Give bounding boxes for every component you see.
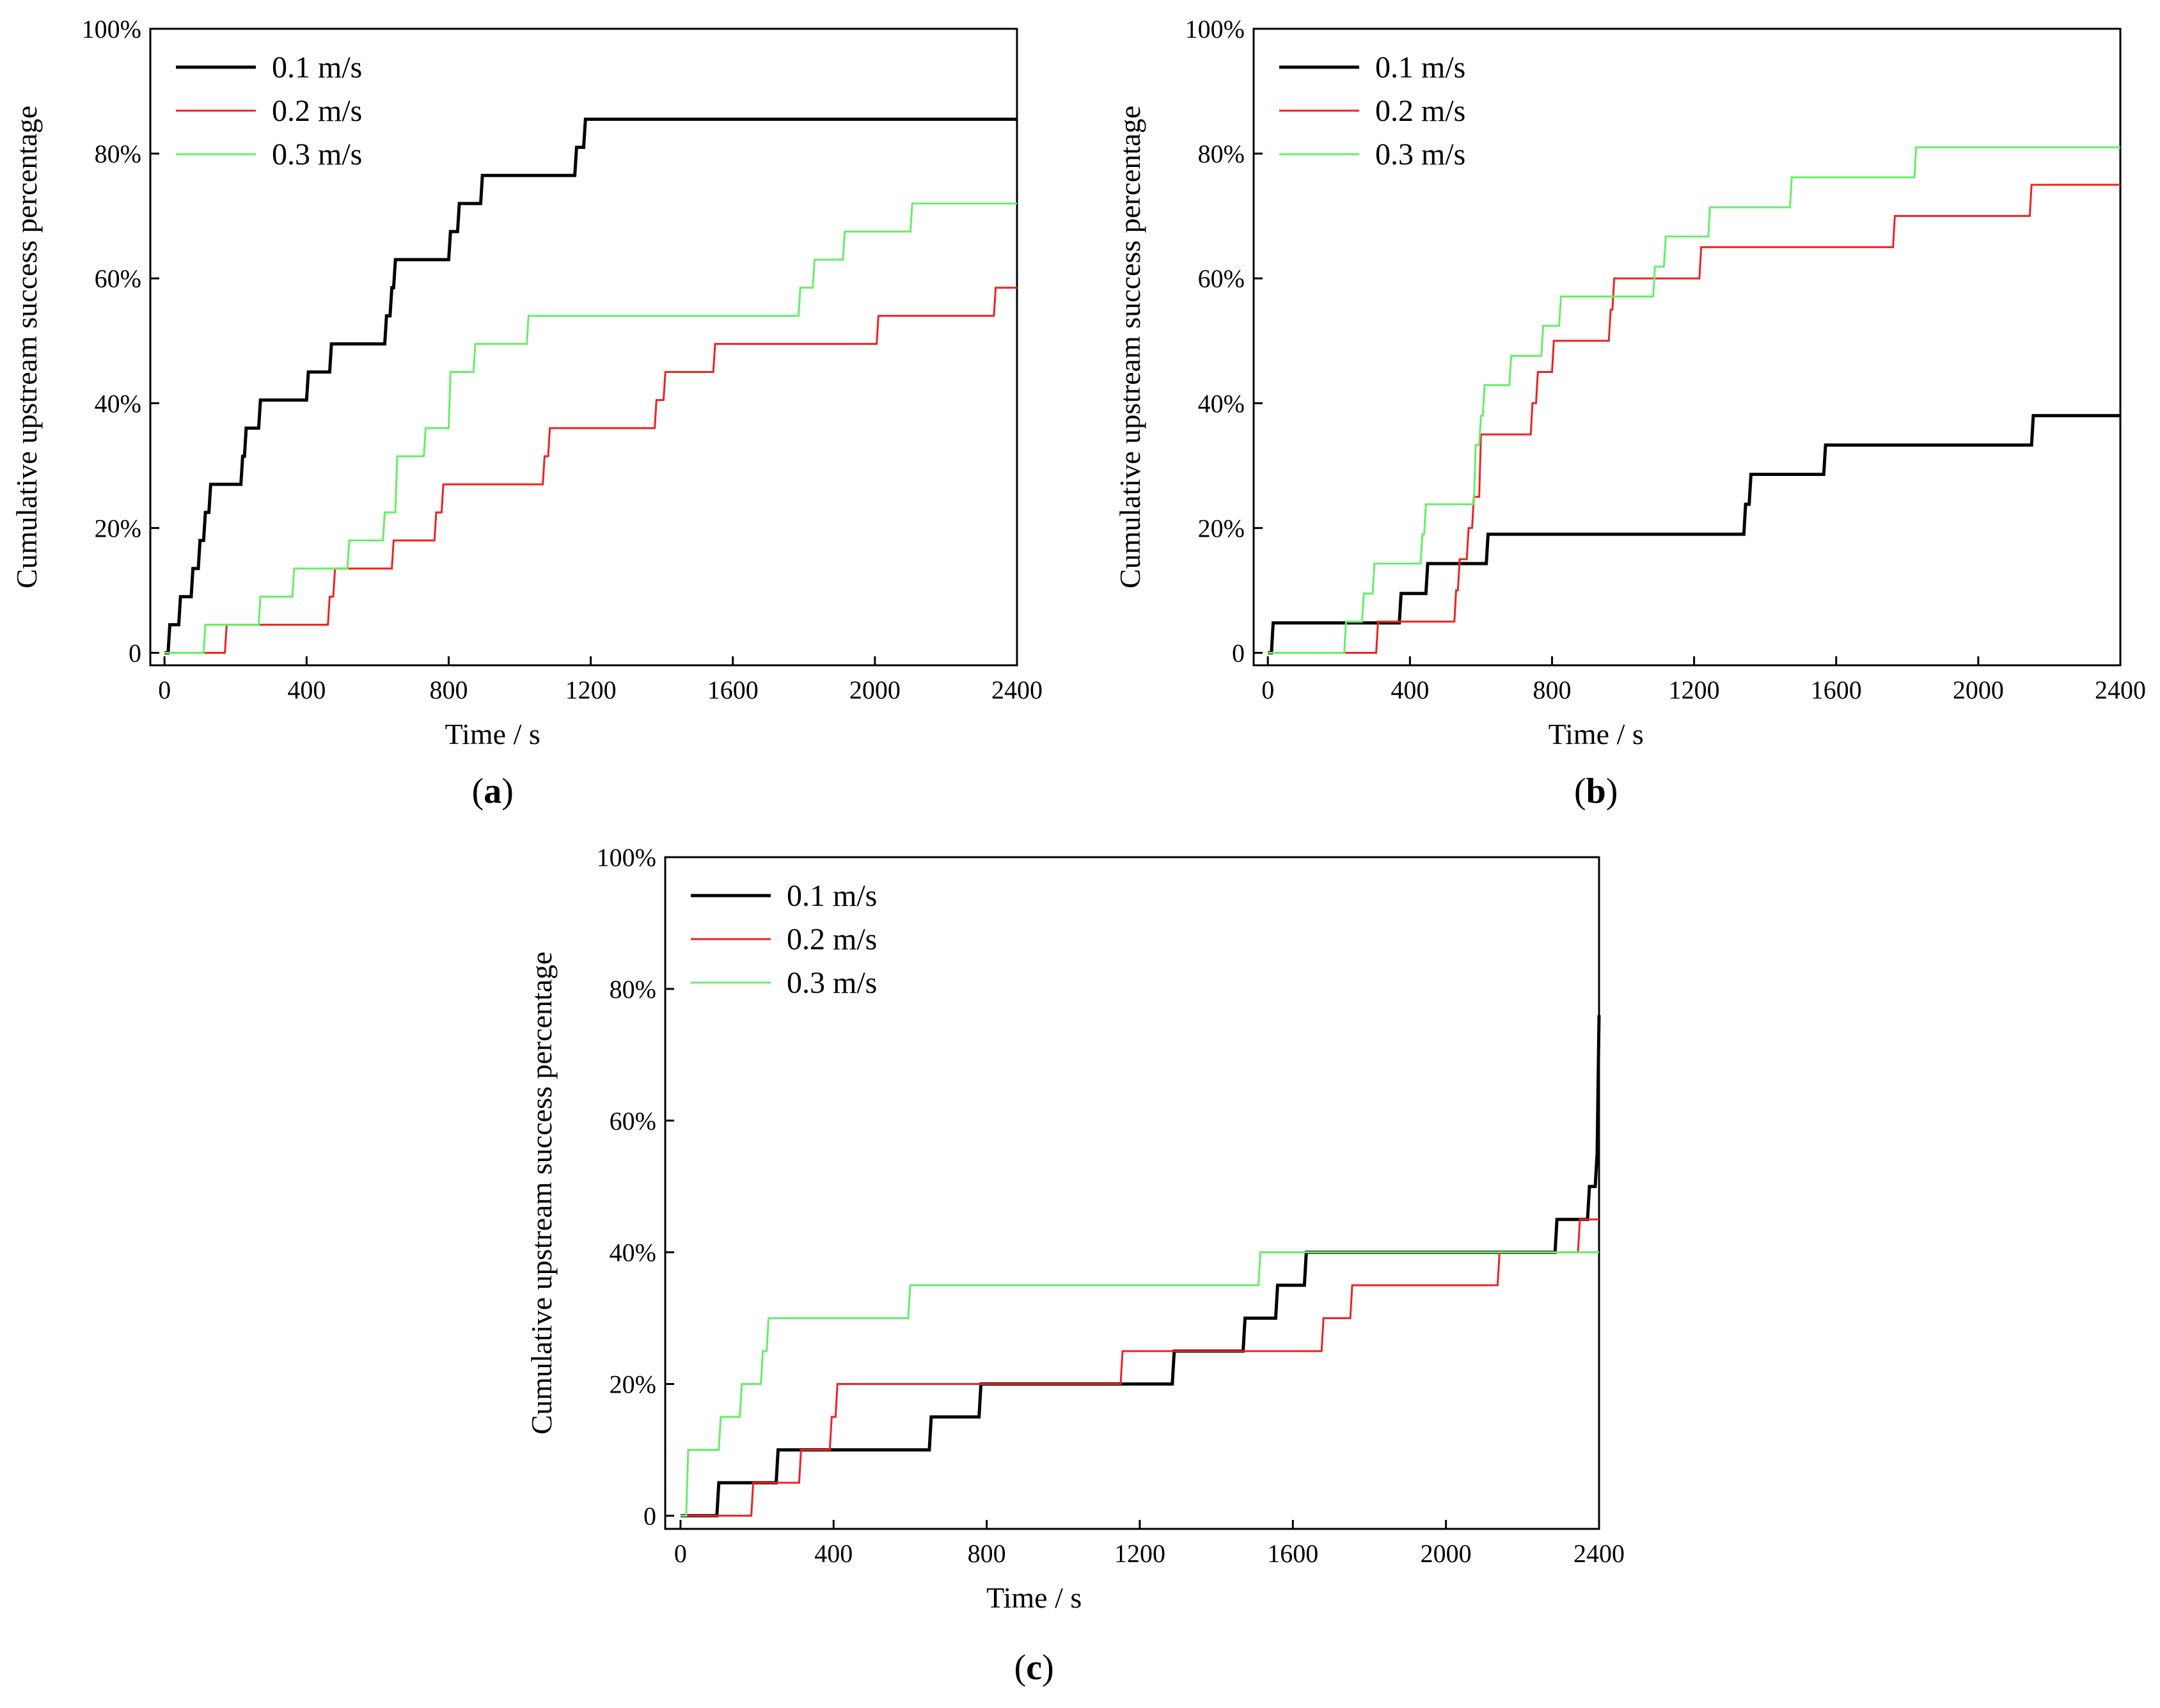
legend: 0.1 m/s 0.2 m/s 0.3 m/s: [691, 879, 877, 1000]
x-tick-label: 2400: [2095, 676, 2146, 704]
x-tick-label: 1600: [1267, 1539, 1318, 1568]
y-tick-label: 60%: [95, 264, 141, 293]
plot-frame: [664, 856, 1600, 1530]
legend-label: 0.3 m/s: [1375, 138, 1465, 171]
legend: 0.1 m/s 0.2 m/s 0.3 m/s: [176, 51, 362, 171]
chart-panel-b: 0 400 800 1200 1600 2000 2400 0 20% 40% 60% 80% 100%…: [1114, 15, 2146, 811]
legend-label: 0.2 m/s: [272, 94, 362, 128]
series-line-3: [680, 1251, 1599, 1517]
legend-label: 0.1 m/s: [272, 51, 362, 84]
y-tick-label: 60%: [610, 1107, 656, 1135]
series-line-2: [164, 287, 1017, 654]
legend-label: 0.3 m/s: [787, 966, 877, 1000]
x-axis-title: Time / s: [445, 718, 540, 750]
x-tick-label: 1600: [1811, 676, 1862, 704]
series-line-2: [1268, 184, 2120, 654]
x-tick-label: 1200: [1114, 1539, 1165, 1568]
y-tick-label: 20%: [1198, 514, 1245, 542]
y-tick-label: 0: [1232, 638, 1245, 667]
y-tick-label: 100%: [82, 15, 141, 43]
series-line-1: [680, 1015, 1601, 1517]
x-tick-label: 2000: [1421, 1539, 1472, 1568]
legend-label: 0.3 m/s: [272, 138, 362, 171]
x-tick-label: 800: [1533, 676, 1571, 704]
x-tick-label: 0: [158, 676, 171, 704]
y-tick-label: 40%: [1198, 389, 1245, 418]
y-tick-label: 20%: [610, 1370, 656, 1399]
y-tick-label: 100%: [597, 843, 656, 872]
panel-label: (c): [1014, 1648, 1054, 1688]
x-tick-label: 400: [287, 676, 326, 704]
series-line-3: [164, 202, 1017, 654]
chart-panel-a: 0 400 800 1200 1600 2000 2400 0 20% 40% 60% 80% 100%…: [10, 15, 1043, 811]
x-tick-label: 0: [1261, 676, 1274, 704]
x-tick-label: 0: [674, 1539, 687, 1568]
x-tick-label: 2000: [1953, 676, 2004, 704]
legend-label: 0.1 m/s: [787, 879, 877, 913]
x-tick-label: 2400: [1573, 1539, 1625, 1568]
y-axis-title: Cumulative upstream success percentage: [1114, 106, 1146, 589]
y-tick-label: 80%: [95, 139, 141, 168]
legend-label: 0.2 m/s: [787, 922, 877, 956]
y-tick-label: 100%: [1185, 15, 1245, 43]
x-tick-label: 800: [968, 1539, 1006, 1568]
chart-panel-c: 0 400 800 1200 1600 2000 2400 0 20% 40% 60% 80% 100%…: [525, 843, 1625, 1688]
plot-frame: [1252, 28, 2122, 667]
y-tick-label: 40%: [610, 1238, 656, 1267]
x-tick-label: 1200: [565, 676, 617, 704]
y-tick-label: 80%: [1198, 139, 1245, 168]
y-tick-label: 80%: [610, 975, 656, 1004]
y-tick-label: 0: [643, 1501, 656, 1530]
series-line-2: [680, 1218, 1599, 1517]
y-tick-label: 0: [129, 638, 141, 667]
y-tick-label: 60%: [1198, 264, 1245, 293]
legend: 0.1 m/s 0.2 m/s 0.3 m/s: [1279, 51, 1465, 171]
y-axis-title: Cumulative upstream success percentage: [525, 952, 558, 1435]
legend-label: 0.2 m/s: [1375, 94, 1465, 128]
legend-label: 0.1 m/s: [1375, 51, 1465, 84]
x-tick-label: 1200: [1669, 676, 1720, 704]
series-line-1: [1268, 414, 2120, 654]
y-axis-title: Cumulative upstream success percentage: [10, 106, 43, 589]
panel-label: (b): [1574, 771, 1618, 811]
x-tick-label: 800: [429, 676, 468, 704]
series-line-3: [1268, 146, 2120, 654]
panel-label: (a): [472, 771, 514, 811]
x-tick-label: 1600: [707, 676, 759, 704]
x-axis-title: Time / s: [1549, 718, 1644, 750]
x-tick-label: 400: [814, 1539, 853, 1568]
x-axis-title: Time / s: [986, 1581, 1082, 1614]
y-tick-label: 40%: [95, 389, 141, 418]
plot-frame: [149, 28, 1018, 667]
x-tick-label: 2400: [991, 676, 1043, 704]
x-tick-label: 2000: [849, 676, 901, 704]
x-tick-label: 400: [1391, 676, 1429, 704]
y-tick-label: 20%: [95, 514, 141, 542]
series-line-1: [164, 117, 1017, 654]
